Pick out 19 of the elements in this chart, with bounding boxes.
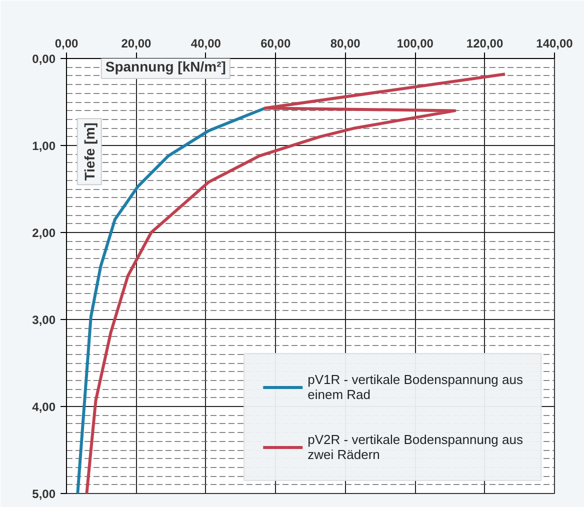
x-axis-title: Spannung [kN/m²] <box>105 58 226 75</box>
y-tick-label: 1,00 <box>32 139 56 153</box>
x-tick-label: 60,00 <box>260 36 291 50</box>
y-tick-label: 3,00 <box>32 313 56 327</box>
y-tick-label: 4,00 <box>32 400 56 414</box>
x-tick-label: 80,00 <box>330 36 361 50</box>
y-tick-label: 2,00 <box>32 226 56 240</box>
y-axis-title: Tiefe [m] <box>81 122 98 181</box>
legend-label: pV2R - vertikale Bodenspannung aus zwei Rädern <box>308 432 523 462</box>
x-tick-label: 120,00 <box>466 36 504 50</box>
x-tick-label: 0,00 <box>54 36 79 50</box>
y-tick-label: 0,00 <box>32 52 56 66</box>
x-tick-label: 100,00 <box>396 36 434 50</box>
x-tick-label: 140,00 <box>536 36 574 50</box>
y-tick-label: 5,00 <box>32 487 56 501</box>
line-series <box>76 106 267 494</box>
legend-label: pV1R - vertikale Bodenspannung aus einem Rad <box>308 372 523 402</box>
x-tick-label: 40,00 <box>190 36 222 50</box>
x-tick-label: 20,00 <box>121 36 152 50</box>
